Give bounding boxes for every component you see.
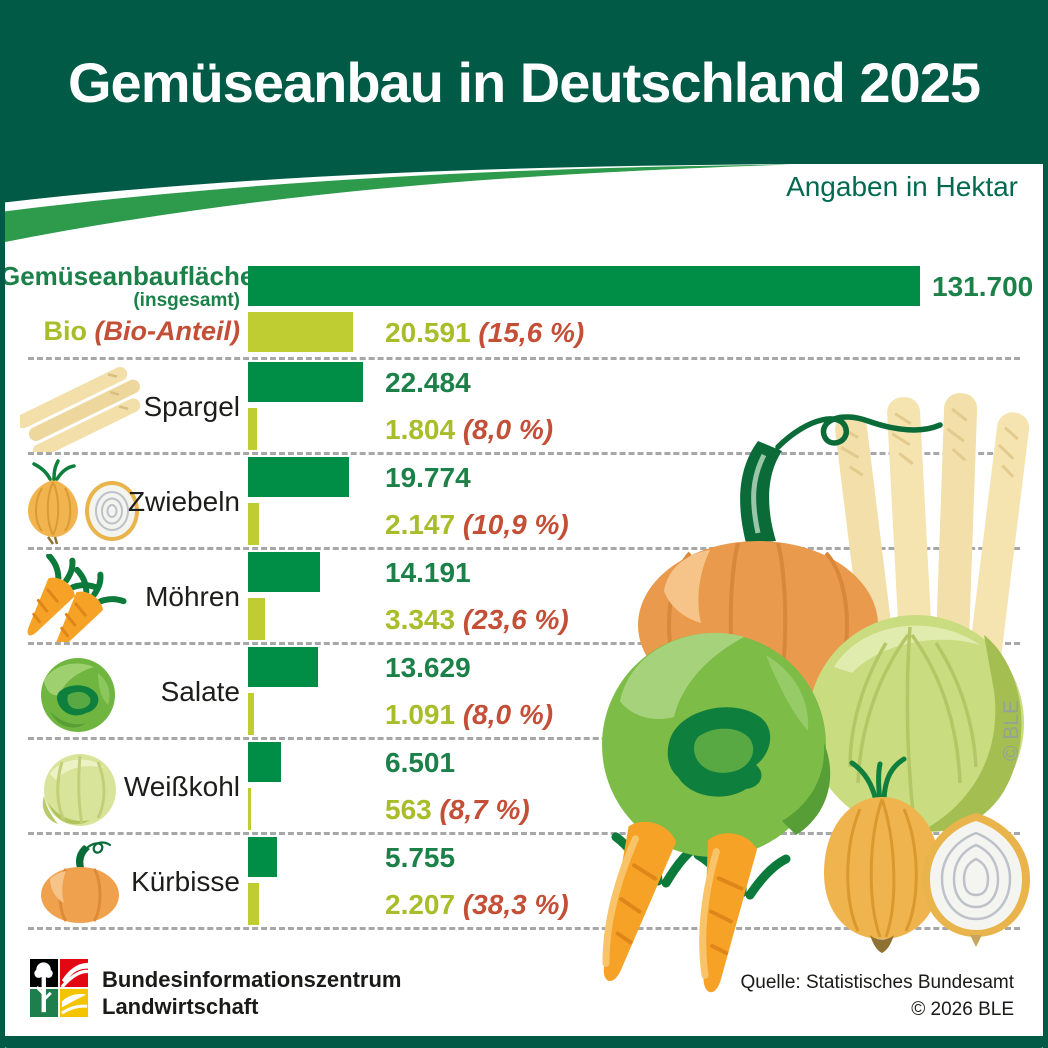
page-title: Gemüseanbau in Deutschland 2025 <box>68 51 981 114</box>
row-separator <box>28 452 1020 455</box>
row-label: Kürbisse <box>131 866 240 897</box>
bio-value: 3.343 (23,6 %) <box>385 604 569 635</box>
bio-bar <box>248 598 265 640</box>
total-label-main: Gemüseanbaufläche <box>0 261 255 291</box>
row-label: Spargel <box>143 391 240 422</box>
publisher-name: Bundesinformationszentrum Landwirtschaft <box>102 966 401 1020</box>
copyright-text: © 2026 BLE <box>911 999 1014 1020</box>
source-block: Quelle: Statistisches Bundesamt © 2026 B… <box>740 969 1014 1023</box>
bio-total-bar <box>248 312 353 352</box>
row-separator <box>28 642 1020 645</box>
row-salate: Salate 13.629 1.091 (8,0 %) <box>0 645 1048 740</box>
area-bar <box>248 837 277 877</box>
bio-value: 563 (8,7 %) <box>385 794 530 825</box>
row-label: Weißkohl <box>123 771 240 802</box>
area-value: 14.191 <box>385 557 471 588</box>
area-bar <box>248 647 318 687</box>
bzl-logo-icon <box>30 959 88 1017</box>
bio-value: 1.804 (8,0 %) <box>385 414 554 445</box>
bio-total-value: 20.591 (15,6 %) <box>385 317 585 348</box>
onion-icon <box>28 459 139 545</box>
area-value: 19.774 <box>385 462 471 493</box>
bio-bar <box>248 693 254 735</box>
row-zwiebeln: Zwiebeln 19.774 2.147 (10,9 %) <box>0 455 1048 550</box>
row-separator <box>28 357 1020 360</box>
left-border <box>0 0 5 1048</box>
row-label: Zwiebeln <box>127 486 240 517</box>
unit-note: Angaben in Hektar <box>786 171 1018 202</box>
carrot-icon <box>27 554 127 642</box>
carrots-large <box>602 821 758 993</box>
area-value: 6.501 <box>385 747 456 778</box>
lettuce-icon <box>41 658 115 732</box>
bio-bar <box>248 503 259 545</box>
bio-paren: (Bio-Anteil) <box>94 316 240 346</box>
pumpkin-large <box>638 414 943 709</box>
row-label: Salate <box>160 676 240 707</box>
bio-total-label: Bio (Bio-Anteil) <box>0 316 240 347</box>
publisher-line2: Landwirtschaft <box>102 994 259 1019</box>
pumpkin-icon <box>41 841 119 923</box>
area-value: 13.629 <box>385 652 471 683</box>
row-separator <box>28 832 1020 835</box>
asparagus-icon <box>20 366 141 452</box>
row-kuerbisse: Kürbisse 5.755 2.207 (38,3 %) <box>0 835 1048 930</box>
area-bar <box>248 552 320 592</box>
bio-bar <box>248 408 257 450</box>
row-separator <box>28 737 1020 740</box>
row-weisskohl: Weißkohl 6.501 563 (8,7 %) <box>0 740 1048 835</box>
cabbage-large <box>808 615 1024 832</box>
area-value: 5.755 <box>385 842 456 873</box>
total-label: Gemüseanbaufläche (insgesamt) <box>0 262 254 311</box>
bio-bar <box>248 788 251 830</box>
header-band <box>0 0 1048 243</box>
bio-word: Bio <box>43 316 88 346</box>
bio-value: 2.207 (38,3 %) <box>385 889 569 920</box>
row-label: Möhren <box>145 581 240 612</box>
row-separator <box>28 547 1020 550</box>
bio-value: 2.147 (10,9 %) <box>385 509 569 540</box>
area-bar <box>248 362 363 402</box>
row-spargel: Spargel 22.484 1.804 (8,0 %) <box>0 360 1048 455</box>
lettuce-large <box>602 632 831 857</box>
publisher-line1: Bundesinformationszentrum <box>102 967 402 992</box>
bottom-border <box>0 1036 1048 1048</box>
right-border <box>1043 0 1048 1048</box>
area-bar <box>248 457 349 497</box>
total-label-sub: (insgesamt) <box>133 290 240 311</box>
total-value: 131.700 <box>932 271 1034 302</box>
source-text: Quelle: Statistisches Bundesamt <box>740 972 1014 993</box>
vegetables-illustration: © BLE <box>602 393 1030 993</box>
cabbage-icon <box>42 754 116 826</box>
bio-bar <box>248 883 259 925</box>
row-moehren: Möhren 14.191 3.343 (23,6 %) <box>0 550 1048 645</box>
area-value: 22.484 <box>385 367 471 398</box>
row-separator <box>28 927 1020 930</box>
ble-watermark: © BLE <box>1000 700 1023 761</box>
bio-value: 1.091 (8,0 %) <box>385 699 554 730</box>
onions-large <box>824 756 1030 953</box>
area-bar <box>248 742 281 782</box>
total-area-bar <box>248 266 920 306</box>
